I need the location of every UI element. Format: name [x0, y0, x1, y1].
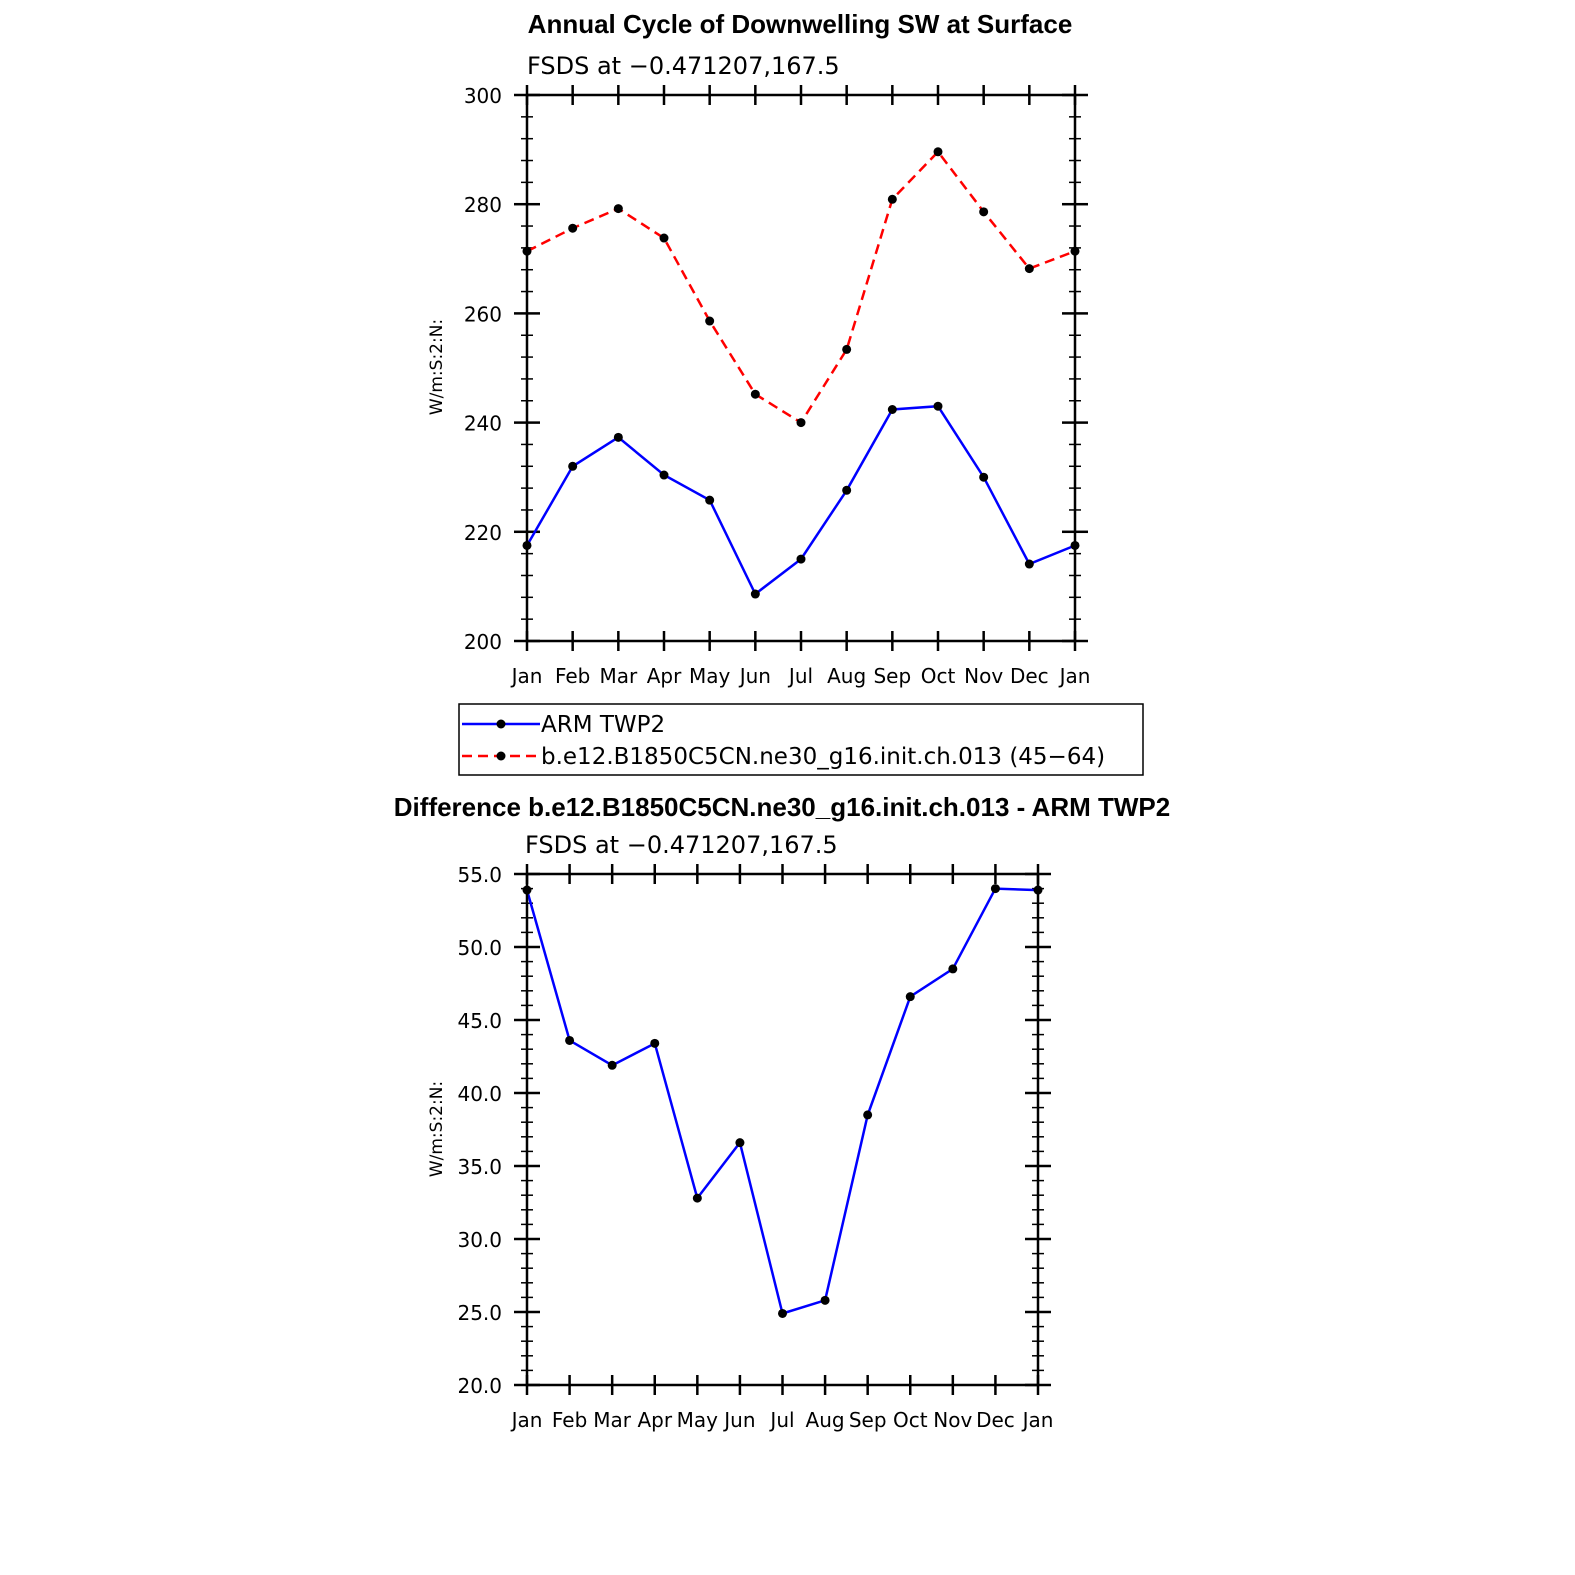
c1-y-tick-label: 300 [464, 84, 502, 108]
c1-series-1-point [613, 204, 623, 214]
c2-x-tick-label: Jan [510, 1408, 543, 1432]
c1-x-tick-label: Oct [921, 664, 956, 688]
chart2-plot-frame [525, 872, 1040, 1387]
chart1-legend: ARM TWP2 b.e12.B1850C5CN.ne30_g16.init.c… [458, 703, 1144, 776]
c1-x-tick-label: May [689, 664, 731, 688]
c1-series-1-point [979, 207, 989, 217]
annual-cycle-chart: Annual Cycle of Downwelling SW at Surfac… [427, 9, 1090, 688]
c2-series-0-point [565, 1035, 575, 1045]
legend-marker-arm [496, 719, 506, 729]
c2-series-0-point [735, 1138, 745, 1148]
c1-series-1-point [705, 316, 715, 326]
c1-series-0-point [933, 401, 943, 411]
c2-y-tick-label: 40.0 [457, 1082, 502, 1106]
c1-y-tick-label: 220 [464, 521, 502, 545]
c2-y-tick-label: 20.0 [457, 1374, 502, 1398]
c1-series-0-point [842, 485, 852, 495]
c1-x-tick-label: Mar [599, 664, 638, 688]
legend-marker-model [496, 751, 506, 761]
c1-series-0-point [887, 404, 897, 414]
c2-series-0-point [778, 1308, 787, 1318]
c1-x-tick-label: Nov [964, 664, 1003, 688]
chart1-title: Annual Cycle of Downwelling SW at Surfac… [528, 9, 1073, 39]
c2-x-tick-label: Oct [893, 1408, 928, 1432]
c2-x-tick-label: Jun [722, 1408, 755, 1432]
c1-x-tick-label: Dec [1010, 664, 1049, 688]
c2-y-tick-label: 55.0 [457, 863, 502, 887]
c2-series-0-point [905, 992, 915, 1002]
c2-x-tick-label: Dec [976, 1408, 1015, 1432]
c2-series-0-point [650, 1038, 660, 1048]
c1-series-1-point [568, 223, 578, 233]
c1-y-tick-label: 280 [464, 193, 502, 217]
c1-series-1-point [842, 344, 852, 354]
c2-series-0-point [692, 1193, 702, 1203]
chart2-y-axis-label: W/m:S:2:N: [427, 1081, 447, 1177]
c2-series-0-point [607, 1060, 617, 1070]
c1-series-0-point [796, 554, 806, 564]
legend-label-model: b.e12.B1850C5CN.ne30_g16.init.ch.013 (45… [541, 744, 1105, 770]
c1-x-tick-label: Jan [1058, 664, 1091, 688]
c1-series-1-line [526, 149, 1076, 425]
legend-label-arm: ARM TWP2 [541, 712, 665, 738]
c1-x-tick-label: Feb [555, 664, 590, 688]
c1-series-1-point [796, 418, 806, 428]
c1-series-1-point [1024, 264, 1034, 274]
c2-series-0-line [525, 887, 1039, 1316]
difference-chart: Difference b.e12.B1850C5CN.ne30_g16.init… [394, 792, 1170, 1432]
c1-series-1-point [933, 147, 943, 157]
c2-x-tick-label: Feb [552, 1408, 587, 1432]
chart2-ticks: Jan Feb Mar Apr May Jun Jul Aug Sep Oct Nov Dec Jan2… [457, 863, 1053, 1432]
chart2-title: Difference b.e12.B1850C5CN.ne30_g16.init… [394, 792, 1170, 822]
c2-x-tick-label: Apr [637, 1408, 672, 1432]
legend-box [458, 703, 1144, 776]
c2-y-tick-label: 25.0 [457, 1301, 502, 1325]
c1-x-tick-label: Apr [647, 664, 682, 688]
c1-series-0-point [979, 472, 989, 482]
c1-y-tick-label: 200 [464, 630, 502, 654]
c1-series-1-point [750, 389, 760, 399]
chart1-plot-frame [525, 93, 1077, 643]
c1-x-tick-label: Jan [510, 664, 543, 688]
c2-y-tick-label: 50.0 [457, 936, 502, 960]
chart2-subtitle: FSDS at −0.471207,167.5 [525, 831, 838, 859]
chart1-ticks: Jan Feb Mar Apr May Jun Jul Aug Sep Oct Nov Dec Jan 2… [464, 84, 1091, 688]
c1-y-tick-label: 260 [464, 302, 502, 326]
c2-x-tick-label: Jan [1021, 1408, 1054, 1432]
c2-y-tick-label: 30.0 [457, 1228, 502, 1252]
c1-series-0-point [613, 432, 623, 442]
c2-x-tick-label: Sep [849, 1408, 887, 1432]
c2-series-0-point [948, 964, 958, 974]
c1-series-0-point [568, 461, 578, 471]
c1-x-tick-label: Sep [873, 664, 911, 688]
chart1-series [522, 147, 1080, 599]
c2-x-tick-label: Mar [593, 1408, 632, 1432]
c1-x-tick-label: Jul [787, 664, 813, 688]
c2-x-tick-label: Jul [768, 1408, 794, 1432]
c1-series-0-line [525, 404, 1076, 596]
c1-series-1-point [659, 233, 669, 243]
c2-x-tick-label: Nov [933, 1408, 972, 1432]
c1-series-0-point [705, 495, 715, 505]
c1-x-tick-label: Aug [827, 664, 866, 688]
c2-x-tick-label: Aug [806, 1408, 845, 1432]
c1-series-0-point [1024, 559, 1034, 569]
c1-series-0-point [659, 470, 669, 480]
c2-y-tick-label: 45.0 [457, 1009, 502, 1033]
c2-series-0-point [820, 1295, 830, 1305]
c1-series-0-point [750, 589, 760, 599]
chart1-subtitle: FSDS at −0.471207,167.5 [527, 52, 840, 80]
c2-series-0-point [990, 884, 1000, 894]
c2-x-tick-label: May [677, 1408, 719, 1432]
c2-y-tick-label: 35.0 [457, 1155, 502, 1179]
c1-y-tick-label: 240 [464, 412, 502, 436]
c2-series-0-point [863, 1110, 873, 1120]
chart2-series [522, 884, 1043, 1318]
c1-x-tick-label: Jun [738, 664, 771, 688]
c1-series-1-point [887, 194, 897, 204]
chart1-y-axis-label: W/m:S:2:N: [427, 319, 447, 415]
